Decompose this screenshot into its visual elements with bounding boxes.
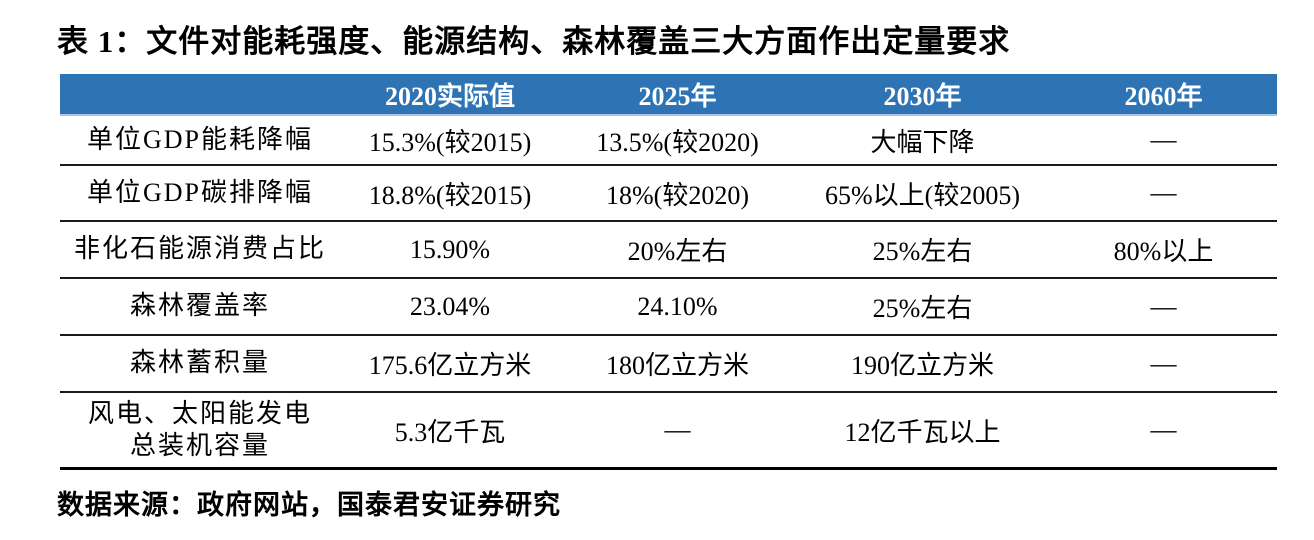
table-cell: 190亿立方米 [850, 351, 994, 380]
table-row: 单位GDP碳排降幅 18.8%(较2015) 18%(较2020) 65%以上(… [60, 165, 1277, 221]
row-label: 森林覆盖率 [129, 291, 270, 321]
table-row: 森林覆盖率 23.04% 24.10% 25%左右 — [60, 278, 1277, 335]
table-cell: 25%左右 [872, 237, 973, 266]
table-cell: — [1150, 415, 1177, 444]
table-cell: 大幅下降 [870, 127, 975, 157]
row-label: 非化石能源消费占比 [73, 234, 326, 264]
table-cell: 180亿立方米 [605, 351, 749, 380]
table-cell: 23.04% [409, 291, 491, 321]
table-cell: — [664, 415, 691, 444]
table-cell: 25%左右 [872, 294, 973, 323]
table-cell: — [1150, 348, 1177, 378]
header-cell-2030: 2030年 [795, 74, 1050, 116]
row-label: 风电、太阳能发电 总装机容量 [87, 398, 312, 461]
table-cell: 65%以上(较2005) [825, 180, 1020, 210]
row-label: 森林蓄积量 [129, 348, 270, 378]
table-row: 单位GDP能耗降幅 15.3%(较2015) 13.5%(较2020) 大幅下降… [60, 115, 1277, 165]
quantitative-targets-table: 2020实际值 2025年 2030年 2060年 单位GDP能耗降幅 15.3… [60, 74, 1277, 470]
table-body: 单位GDP能耗降幅 15.3%(较2015) 13.5%(较2020) 大幅下降… [60, 115, 1277, 469]
table-cell: 15.3%(较2015) [368, 127, 532, 157]
table-cell: 5.3亿千瓦 [394, 417, 506, 447]
table-cell: 13.5%(较2020) [596, 127, 759, 157]
table-cell: 80%以上 [1113, 237, 1214, 266]
table-cell: 18.8%(较2015) [368, 180, 532, 210]
header-cell-2025: 2025年 [560, 74, 795, 116]
table-row: 非化石能源消费占比 15.90% 20%左右 25%左右 80%以上 [60, 221, 1277, 278]
table-cell: — [1150, 291, 1177, 321]
table-cell: 175.6亿立方米 [368, 351, 532, 380]
table-row: 风电、太阳能发电 总装机容量 5.3亿千瓦 — 12亿千瓦以上 — [60, 392, 1277, 469]
table-cell: — [1150, 125, 1177, 154]
table-row: 森林蓄积量 175.6亿立方米 180亿立方米 190亿立方米 — [60, 335, 1277, 392]
table-cell: 20%左右 [627, 237, 728, 266]
header-row: 2020实际值 2025年 2030年 2060年 [60, 74, 1277, 116]
header-cell-2060: 2060年 [1050, 74, 1277, 116]
table-cell: — [1150, 178, 1177, 207]
data-source-note: 数据来源：政府网站，国泰君安证券研究 [57, 490, 561, 520]
table-title: 表 1：文件对能耗强度、能源结构、森林覆盖三大方面作出定量要求 [57, 24, 1011, 59]
table-cell: 12亿千瓦以上 [844, 417, 1001, 447]
header-cell-blank [60, 74, 340, 116]
table-cell: 18%(较2020) [606, 180, 749, 210]
table-header: 2020实际值 2025年 2030年 2060年 [60, 74, 1277, 116]
row-label: 单位GDP碳排降幅 [86, 177, 313, 207]
table-cell: 24.10% [637, 291, 718, 321]
table-cell: 15.90% [409, 234, 491, 264]
row-label: 单位GDP能耗降幅 [86, 124, 313, 154]
header-cell-2020: 2020实际值 [340, 74, 560, 116]
